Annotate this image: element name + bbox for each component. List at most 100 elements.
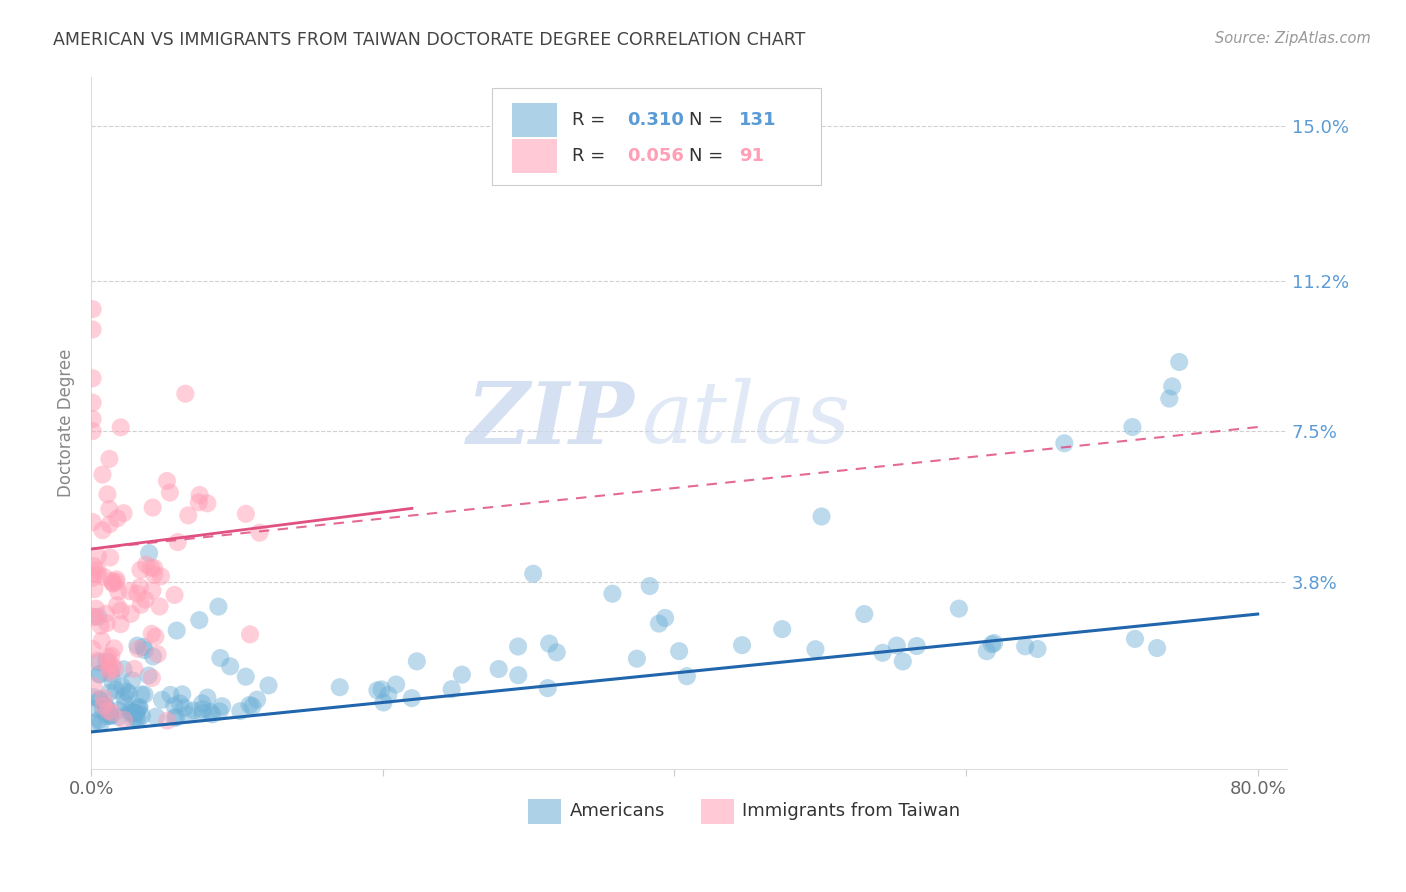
Point — [141, 627, 163, 641]
Point — [134, 643, 156, 657]
Bar — [702, 799, 734, 824]
Point — [209, 651, 232, 665]
Point — [145, 709, 167, 723]
Text: R =: R = — [572, 111, 610, 129]
Point — [810, 509, 832, 524]
Point — [146, 647, 169, 661]
Point — [249, 525, 271, 540]
Point — [82, 515, 104, 529]
Point — [229, 704, 252, 718]
Point — [101, 706, 124, 720]
Point — [163, 698, 186, 713]
Point — [82, 371, 104, 385]
Point — [124, 706, 146, 720]
Point — [238, 698, 260, 712]
Point — [385, 677, 408, 691]
Point — [138, 668, 160, 682]
Point — [166, 624, 188, 638]
Point — [981, 637, 1004, 651]
Point — [118, 584, 141, 599]
Point — [143, 567, 166, 582]
Point — [100, 648, 122, 663]
Point — [537, 681, 560, 695]
Point — [98, 502, 121, 516]
Point — [169, 697, 191, 711]
Point — [770, 622, 793, 636]
Point — [156, 474, 179, 488]
Point — [94, 700, 117, 714]
Point — [235, 507, 257, 521]
Point — [983, 636, 1005, 650]
Point — [131, 688, 153, 702]
Point — [731, 638, 754, 652]
Point — [105, 573, 128, 587]
Point — [1053, 436, 1076, 450]
Point — [538, 637, 561, 651]
Point — [96, 616, 118, 631]
Point — [112, 713, 135, 727]
Point — [101, 574, 124, 588]
Point — [131, 709, 153, 723]
Point — [129, 563, 152, 577]
Point — [89, 666, 111, 681]
Bar — [512, 103, 557, 136]
Text: Immigrants from Taiwan: Immigrants from Taiwan — [741, 803, 960, 821]
Point — [98, 665, 121, 679]
Point — [488, 662, 510, 676]
Point — [377, 688, 399, 702]
Point — [94, 698, 117, 713]
Point — [122, 713, 145, 727]
Point — [174, 386, 197, 401]
Point — [87, 655, 110, 669]
Point — [84, 601, 107, 615]
Point — [373, 696, 395, 710]
Point — [120, 607, 142, 621]
Point — [195, 690, 218, 705]
Text: 0.056: 0.056 — [627, 147, 683, 165]
Point — [83, 582, 105, 596]
Point — [120, 706, 142, 720]
Point — [82, 566, 104, 581]
Text: R =: R = — [572, 147, 610, 165]
Point — [104, 574, 127, 589]
Point — [86, 654, 108, 668]
Point — [82, 716, 104, 731]
Point — [508, 668, 530, 682]
Point — [257, 678, 280, 692]
Point — [104, 662, 127, 676]
Point — [103, 641, 125, 656]
Point — [97, 655, 120, 669]
Point — [1168, 355, 1191, 369]
Point — [82, 679, 104, 693]
Point — [89, 713, 111, 727]
Point — [141, 671, 163, 685]
Point — [440, 682, 463, 697]
Point — [124, 662, 146, 676]
Point — [110, 603, 132, 617]
Point — [125, 706, 148, 721]
Point — [976, 644, 998, 658]
Point — [82, 571, 104, 585]
Point — [86, 702, 108, 716]
Point — [86, 567, 108, 582]
Point — [98, 451, 121, 466]
Point — [87, 563, 110, 577]
Point — [145, 630, 167, 644]
Text: AMERICAN VS IMMIGRANTS FROM TAIWAN DOCTORATE DEGREE CORRELATION CHART: AMERICAN VS IMMIGRANTS FROM TAIWAN DOCTO… — [53, 31, 806, 49]
Point — [188, 613, 211, 627]
Point — [138, 546, 160, 560]
Point — [1123, 632, 1146, 646]
Point — [118, 704, 141, 718]
Point — [128, 700, 150, 714]
Point — [111, 680, 134, 694]
Point — [1026, 642, 1049, 657]
Point — [602, 587, 624, 601]
Point — [124, 706, 146, 721]
Point — [127, 702, 149, 716]
Point — [82, 609, 104, 624]
Point — [187, 495, 209, 509]
Point — [82, 395, 104, 409]
Point — [132, 640, 155, 654]
Point — [91, 467, 114, 482]
Point — [128, 700, 150, 714]
